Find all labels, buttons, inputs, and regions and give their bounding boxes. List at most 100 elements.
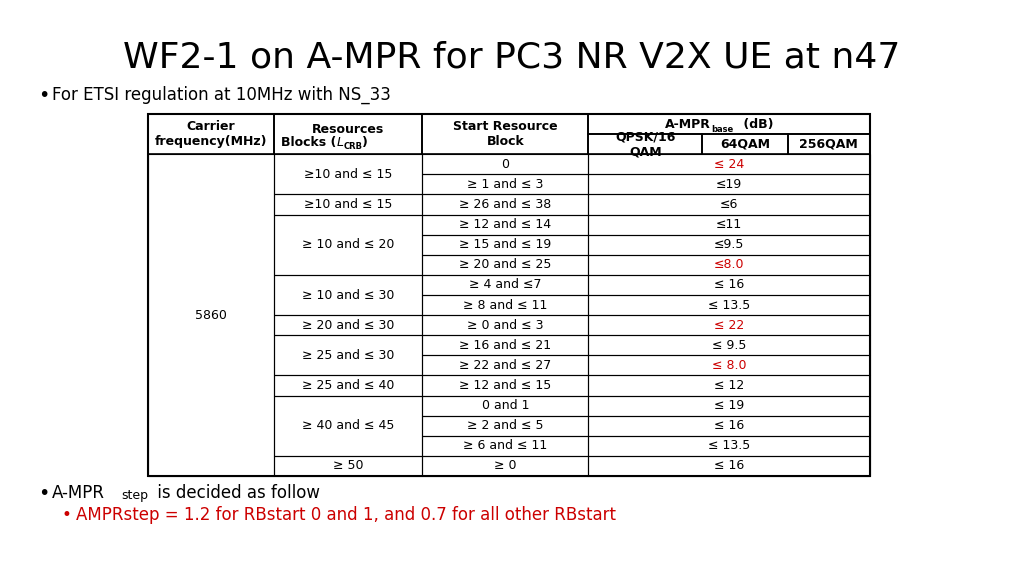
Bar — [148, 154, 274, 476]
Bar — [589, 195, 870, 214]
Bar — [422, 195, 589, 214]
Text: 5860: 5860 — [196, 309, 227, 321]
Bar — [702, 134, 787, 154]
Text: ≥ 10 and ≤ 20: ≥ 10 and ≤ 20 — [302, 238, 394, 251]
Bar — [422, 396, 589, 416]
Bar — [274, 456, 422, 476]
Text: ≤ 13.5: ≤ 13.5 — [708, 439, 751, 452]
Text: ≤ 9.5: ≤ 9.5 — [712, 339, 746, 352]
Bar — [589, 214, 870, 234]
Text: base: base — [712, 124, 733, 134]
Bar — [589, 275, 870, 295]
Text: A-MPR: A-MPR — [52, 484, 105, 502]
Bar — [589, 315, 870, 335]
Bar — [274, 376, 422, 396]
Bar — [274, 315, 422, 335]
Text: ≥ 4 and ≤7: ≥ 4 and ≤7 — [469, 278, 542, 291]
Text: ≤9.5: ≤9.5 — [714, 238, 744, 251]
Bar — [589, 355, 870, 376]
Text: ≥ 12 and ≤ 14: ≥ 12 and ≤ 14 — [460, 218, 552, 231]
Text: ≥ 15 and ≤ 19: ≥ 15 and ≤ 19 — [460, 238, 552, 251]
Bar — [422, 234, 589, 255]
Bar — [589, 376, 870, 396]
Text: ≤8.0: ≤8.0 — [714, 258, 744, 271]
Text: •: • — [38, 86, 49, 105]
Text: ≥ 2 and ≤ 5: ≥ 2 and ≤ 5 — [467, 419, 544, 432]
Text: QPSK/16
QAM: QPSK/16 QAM — [615, 130, 676, 158]
Text: (dB): (dB) — [739, 118, 774, 131]
Text: Blocks (: Blocks ( — [281, 135, 336, 149]
Bar — [422, 376, 589, 396]
Text: Resources: Resources — [312, 123, 384, 135]
Text: ≥ 25 and ≤ 40: ≥ 25 and ≤ 40 — [302, 379, 394, 392]
Text: ≤ 24: ≤ 24 — [714, 158, 744, 170]
Text: ≤ 16: ≤ 16 — [714, 278, 744, 291]
Text: ≤11: ≤11 — [716, 218, 742, 231]
Text: ≥ 0 and ≤ 3: ≥ 0 and ≤ 3 — [467, 319, 544, 332]
Bar — [589, 114, 870, 134]
Text: ≥ 6 and ≤ 11: ≥ 6 and ≤ 11 — [463, 439, 548, 452]
Bar — [589, 255, 870, 275]
Bar — [787, 134, 870, 154]
Bar — [422, 255, 589, 275]
Bar — [422, 416, 589, 436]
Bar — [422, 214, 589, 234]
Text: ≥ 20 and ≤ 30: ≥ 20 and ≤ 30 — [302, 319, 394, 332]
Text: Carrier
frequency(MHz): Carrier frequency(MHz) — [155, 120, 267, 148]
Bar — [589, 295, 870, 315]
Text: ≥ 25 and ≤ 30: ≥ 25 and ≤ 30 — [302, 349, 394, 362]
Bar — [274, 335, 422, 376]
Bar — [589, 175, 870, 195]
Text: ≥ 20 and ≤ 25: ≥ 20 and ≤ 25 — [459, 258, 552, 271]
Text: ≤ 22: ≤ 22 — [714, 319, 744, 332]
Text: •: • — [38, 484, 49, 503]
Text: WF2-1 on A-MPR for PC3 NR V2X UE at n47: WF2-1 on A-MPR for PC3 NR V2X UE at n47 — [123, 41, 901, 75]
Bar — [422, 154, 589, 175]
Bar — [422, 175, 589, 195]
Text: ≥ 12 and ≤ 15: ≥ 12 and ≤ 15 — [460, 379, 552, 392]
Bar — [274, 275, 422, 315]
Text: 256QAM: 256QAM — [800, 138, 858, 151]
Text: ≥ 0: ≥ 0 — [495, 460, 517, 472]
Bar — [274, 114, 422, 154]
Text: ≤ 16: ≤ 16 — [714, 460, 744, 472]
Bar — [422, 456, 589, 476]
Bar — [148, 114, 274, 154]
Text: A-MPR: A-MPR — [666, 118, 712, 131]
Bar — [274, 396, 422, 456]
Text: CRB: CRB — [343, 142, 362, 150]
Bar — [422, 355, 589, 376]
Bar — [589, 154, 870, 175]
Bar — [589, 134, 702, 154]
Bar — [589, 416, 870, 436]
Text: ): ) — [362, 135, 369, 149]
Text: Start Resource
Block: Start Resource Block — [453, 120, 558, 148]
Text: •: • — [62, 506, 72, 524]
Bar — [274, 154, 422, 195]
Bar — [422, 315, 589, 335]
Text: ≥ 26 and ≤ 38: ≥ 26 and ≤ 38 — [460, 198, 552, 211]
Text: For ETSI regulation at 10MHz with NS_33: For ETSI regulation at 10MHz with NS_33 — [52, 86, 391, 104]
Text: 64QAM: 64QAM — [720, 138, 770, 151]
Text: step: step — [121, 489, 148, 502]
Text: ≤ 12: ≤ 12 — [714, 379, 744, 392]
Bar — [422, 275, 589, 295]
Bar — [422, 295, 589, 315]
Text: ≥ 22 and ≤ 27: ≥ 22 and ≤ 27 — [460, 359, 552, 372]
Text: ≤ 16: ≤ 16 — [714, 419, 744, 432]
Text: ≥ 8 and ≤ 11: ≥ 8 and ≤ 11 — [463, 298, 548, 312]
Text: ≤ 19: ≤ 19 — [714, 399, 744, 412]
Bar — [589, 436, 870, 456]
Bar — [589, 456, 870, 476]
Text: ≤ 8.0: ≤ 8.0 — [712, 359, 746, 372]
Bar — [589, 234, 870, 255]
Text: ≥10 and ≤ 15: ≥10 and ≤ 15 — [304, 168, 392, 181]
Text: ≤19: ≤19 — [716, 178, 742, 191]
Text: ≤6: ≤6 — [720, 198, 738, 211]
Text: ≥ 10 and ≤ 30: ≥ 10 and ≤ 30 — [302, 289, 394, 301]
Text: 0: 0 — [502, 158, 509, 170]
Text: ≥ 16 and ≤ 21: ≥ 16 and ≤ 21 — [460, 339, 552, 352]
Bar — [589, 335, 870, 355]
Text: ≥ 40 and ≤ 45: ≥ 40 and ≤ 45 — [302, 419, 394, 432]
Bar — [422, 335, 589, 355]
